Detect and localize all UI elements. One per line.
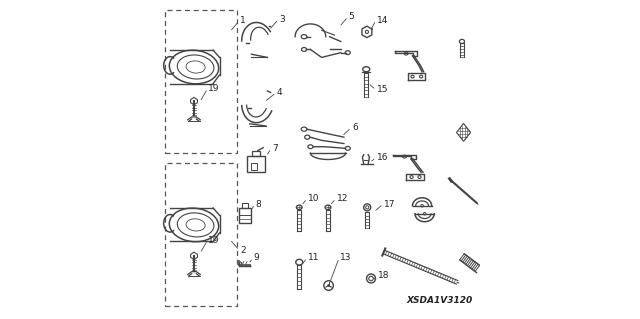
Text: 4: 4 xyxy=(277,88,283,97)
Bar xyxy=(247,156,265,172)
Text: 12: 12 xyxy=(337,194,348,203)
Text: 15: 15 xyxy=(377,85,388,94)
Text: 19: 19 xyxy=(209,236,220,245)
Bar xyxy=(243,203,248,208)
Text: 17: 17 xyxy=(384,200,396,209)
Text: XSDA1V3120: XSDA1V3120 xyxy=(406,296,472,305)
Text: 6: 6 xyxy=(352,123,358,132)
Text: 11: 11 xyxy=(308,253,319,262)
Text: 19: 19 xyxy=(209,84,220,93)
Text: 5: 5 xyxy=(349,12,355,21)
Bar xyxy=(252,151,260,156)
Bar xyxy=(165,10,237,153)
Text: 13: 13 xyxy=(340,253,351,262)
Text: 1: 1 xyxy=(240,16,246,25)
Text: 18: 18 xyxy=(378,271,390,280)
Text: 3: 3 xyxy=(279,15,285,24)
Text: 14: 14 xyxy=(377,16,388,25)
Text: 8: 8 xyxy=(255,200,261,209)
Text: 10: 10 xyxy=(308,194,319,203)
Text: 7: 7 xyxy=(272,144,278,153)
Bar xyxy=(165,163,237,306)
Text: 2: 2 xyxy=(240,246,246,255)
Text: 9: 9 xyxy=(253,253,259,262)
Bar xyxy=(251,163,257,170)
Text: 16: 16 xyxy=(377,153,388,162)
Bar xyxy=(239,208,251,223)
